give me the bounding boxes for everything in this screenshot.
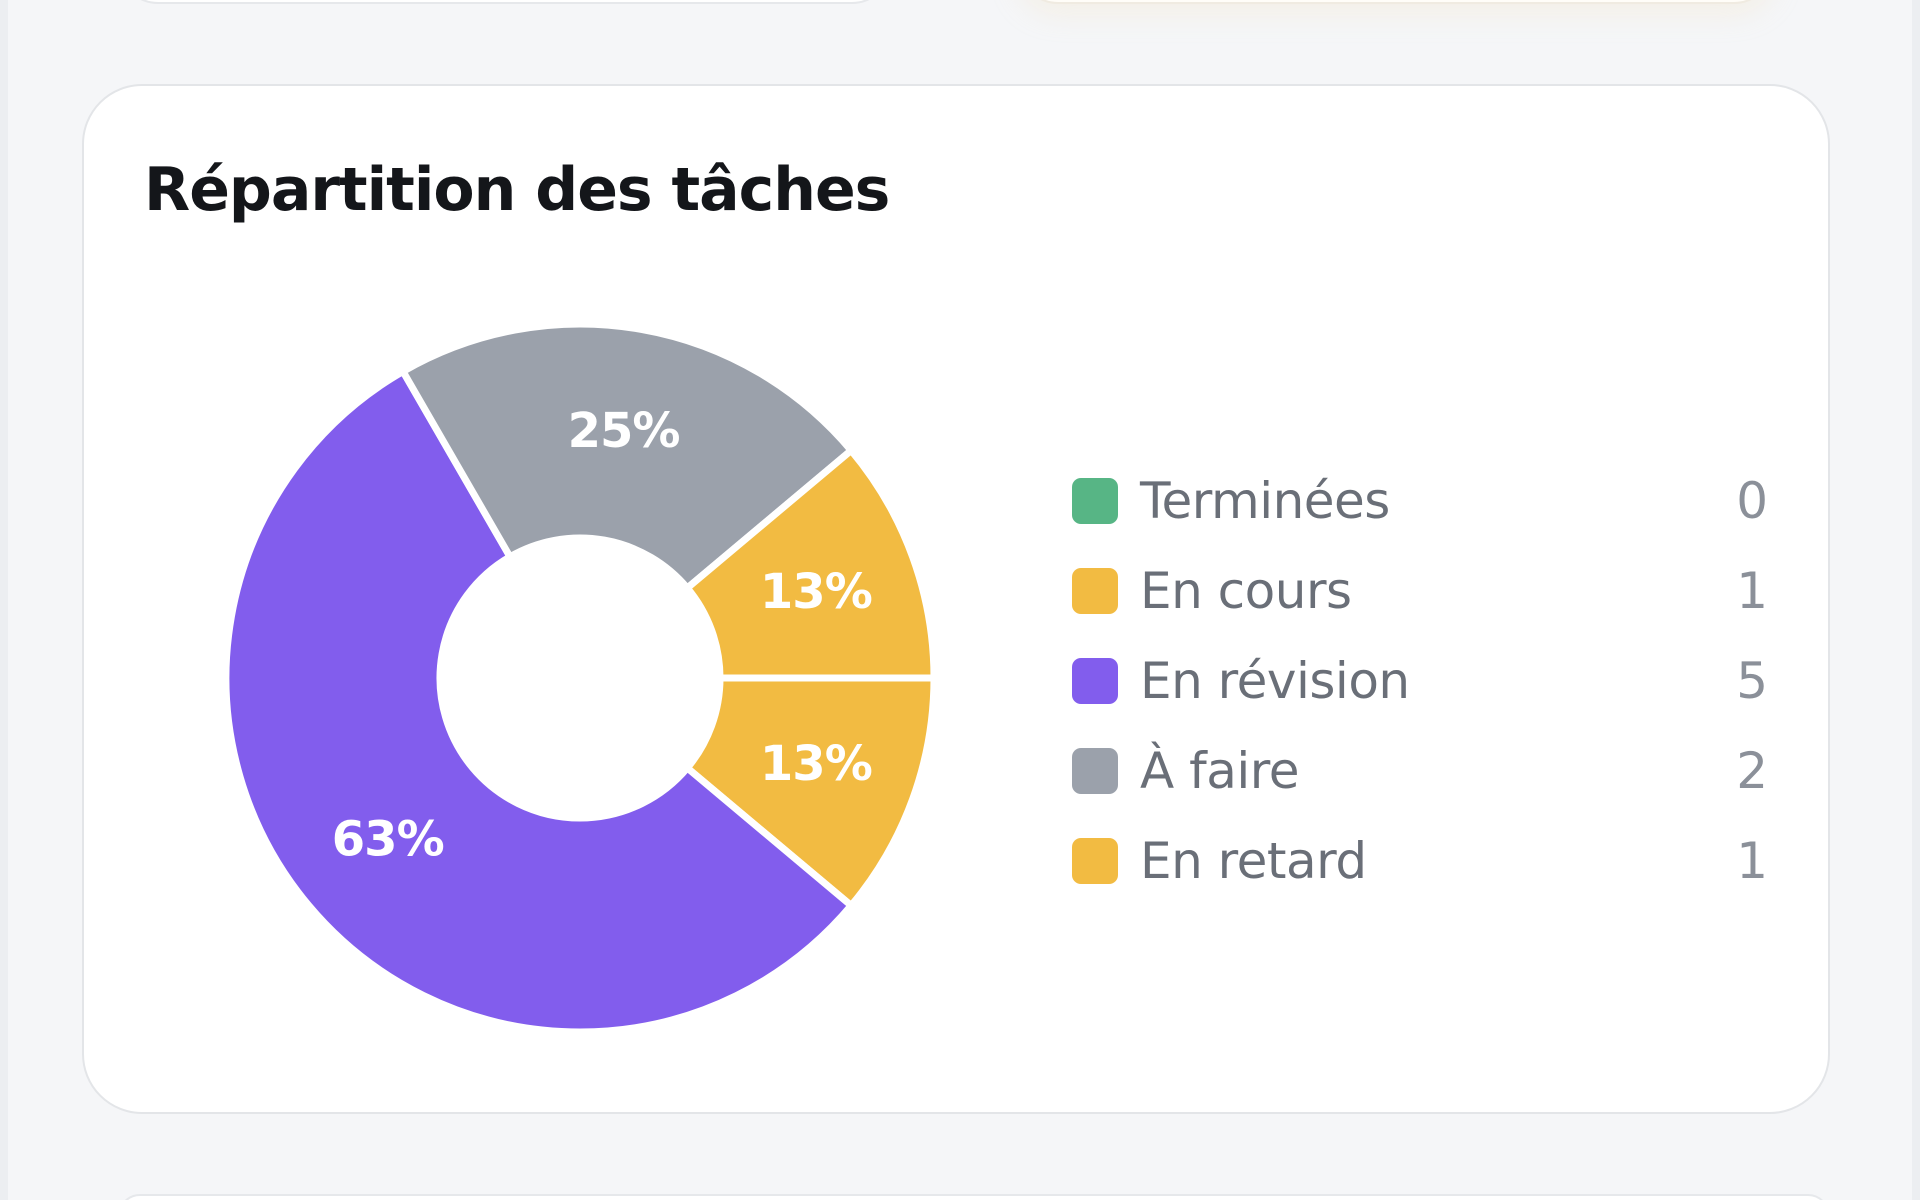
donut-slice-en-revision[interactable]	[222, 367, 855, 1036]
legend-swatch	[1072, 658, 1118, 704]
frame-edge-right	[1912, 0, 1920, 1200]
slice-label-en-revision: 63%	[332, 811, 444, 867]
legend-swatch	[1072, 568, 1118, 614]
task-distribution-card: Répartition des tâches 13% 63% 25% 13% Term…	[82, 84, 1830, 1114]
donut-slice-en-retard[interactable]	[683, 446, 938, 682]
donut-slice-en-cours[interactable]	[683, 674, 938, 910]
legend-item-a-faire[interactable]: À faire 2	[1072, 726, 1768, 816]
legend-item-en-revision[interactable]: En révision 5	[1072, 636, 1768, 726]
legend-swatch	[1072, 838, 1118, 884]
legend-label: Terminées	[1140, 472, 1390, 530]
next-card	[118, 1194, 1830, 1200]
legend-item-en-cours[interactable]: En cours 1	[1072, 546, 1768, 636]
legend-label: En retard	[1140, 832, 1367, 890]
legend-swatch	[1072, 478, 1118, 524]
legend-value: 2	[1736, 742, 1768, 800]
legend-value: 0	[1736, 472, 1768, 530]
legend-item-terminees[interactable]: Terminées 0	[1072, 456, 1768, 546]
legend-value: 1	[1736, 562, 1768, 620]
previous-card-right	[1018, 0, 1774, 4]
legend-swatch	[1072, 748, 1118, 794]
donut-slice-a-faire[interactable]	[399, 320, 855, 592]
legend-item-en-retard[interactable]: En retard 1	[1072, 816, 1768, 906]
task-distribution-donut-chart: 13% 63% 25% 13%	[222, 320, 938, 1036]
slice-label-a-faire: 25%	[568, 403, 680, 459]
frame-edge-left	[0, 0, 8, 1200]
legend-value: 1	[1736, 832, 1768, 890]
slice-label-en-cours: 13%	[760, 736, 872, 792]
legend-value: 5	[1736, 652, 1768, 710]
card-title: Répartition des tâches	[144, 155, 890, 225]
legend-label: À faire	[1140, 742, 1299, 800]
legend-label: En cours	[1140, 562, 1352, 620]
chart-legend: Terminées 0 En cours 1 En révision 5 À f…	[1072, 456, 1768, 906]
legend-label: En révision	[1140, 652, 1410, 710]
slice-label-en-retard: 13%	[760, 564, 872, 620]
previous-card-left	[118, 0, 892, 4]
